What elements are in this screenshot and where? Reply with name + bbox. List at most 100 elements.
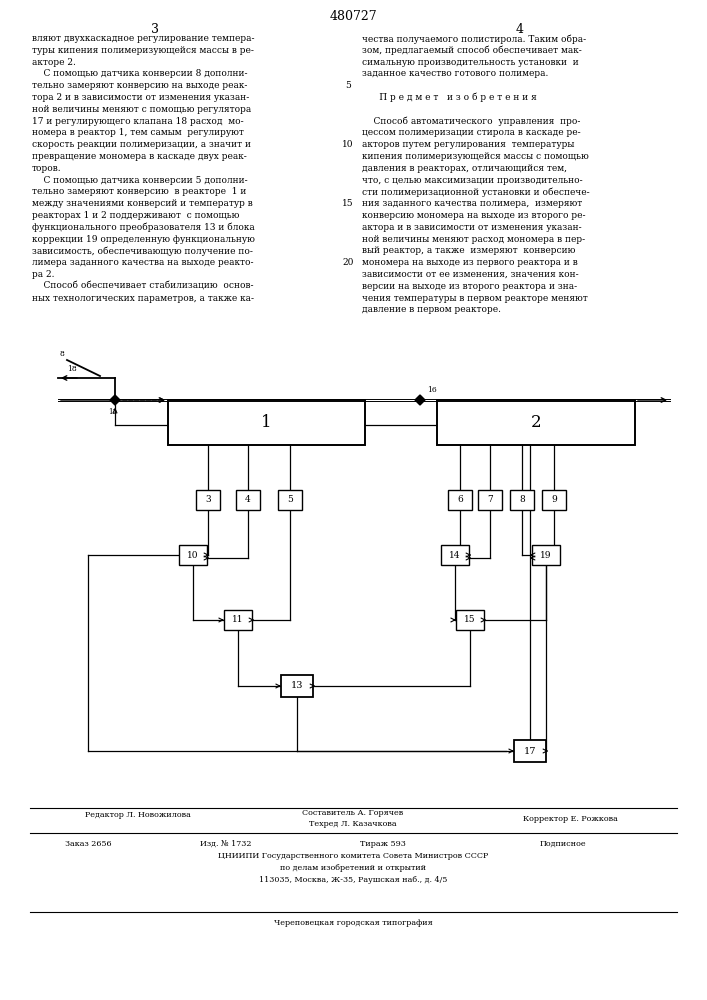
Bar — [281, 675, 313, 697]
Bar — [437, 400, 635, 445]
Text: что, с целью максимизации производительно-: что, с целью максимизации производительн… — [362, 176, 583, 185]
Text: туры кипения полимеризующейся массы в ре-: туры кипения полимеризующейся массы в ре… — [32, 46, 254, 55]
Text: вый реактор, а также  измеряют  конверсию: вый реактор, а также измеряют конверсию — [362, 246, 575, 255]
Text: 8: 8 — [59, 350, 64, 358]
Text: симальную производительность установки  и: симальную производительность установки и — [362, 58, 579, 67]
Text: Способ автоматического  управления  про-: Способ автоматического управления про- — [362, 117, 580, 126]
Text: 6: 6 — [457, 495, 463, 504]
Text: 2: 2 — [531, 414, 542, 431]
Text: ЦНИИПИ Государственного комитета Совета Министров СССР: ЦНИИПИ Государственного комитета Совета … — [218, 852, 488, 860]
Text: 19: 19 — [540, 550, 551, 560]
Text: ной величины меняют с помощью регулятора: ной величины меняют с помощью регулятора — [32, 105, 251, 114]
Text: акторе 2.: акторе 2. — [32, 58, 76, 67]
Text: 9: 9 — [551, 495, 557, 504]
Text: ной величины меняют расход мономера в пер-: ной величины меняют расход мономера в пе… — [362, 235, 585, 244]
Text: 10: 10 — [342, 140, 354, 149]
Text: 15: 15 — [464, 615, 476, 624]
Text: актора и в зависимости от изменения указан-: актора и в зависимости от изменения указ… — [362, 223, 582, 232]
Text: заданное качество готового полимера.: заданное качество готового полимера. — [362, 69, 549, 78]
Text: конверсию мономера на выходе из второго ре-: конверсию мономера на выходе из второго … — [362, 211, 585, 220]
Text: 4: 4 — [516, 23, 524, 36]
Polygon shape — [415, 395, 425, 405]
Text: тельно замеряют конверсию  в реакторе  1 и: тельно замеряют конверсию в реакторе 1 и — [32, 187, 246, 196]
Bar — [542, 490, 566, 510]
Text: Составитель А. Горячев: Составитель А. Горячев — [303, 809, 404, 817]
Text: торов.: торов. — [32, 164, 62, 173]
Text: цессом полимеризации стирола в каскаде ре-: цессом полимеризации стирола в каскаде р… — [362, 128, 580, 137]
Text: 3: 3 — [205, 495, 211, 504]
Text: скорость реакции полимеризации, а значит и: скорость реакции полимеризации, а значит… — [32, 140, 251, 149]
Text: Череповецкая городская типография: Череповецкая городская типография — [274, 919, 433, 927]
Text: 20: 20 — [342, 258, 354, 267]
Text: С помощью датчика конверсии 8 дополни-: С помощью датчика конверсии 8 дополни- — [32, 69, 247, 78]
Text: коррекции 19 определенную функциональную: коррекции 19 определенную функциональную — [32, 235, 255, 244]
Polygon shape — [110, 395, 120, 405]
Bar — [510, 490, 534, 510]
Text: акторов путем регулирования  температуры: акторов путем регулирования температуры — [362, 140, 574, 149]
Bar — [236, 490, 260, 510]
Text: ния заданного качества полимера,  измеряют: ния заданного качества полимера, измеряю… — [362, 199, 583, 208]
Text: 13: 13 — [291, 682, 303, 690]
Text: Заказ 2656: Заказ 2656 — [65, 840, 112, 848]
Bar — [532, 545, 560, 565]
Text: между значениями конверсий и температур в: между значениями конверсий и температур … — [32, 199, 252, 208]
Bar — [441, 545, 469, 565]
Text: кипения полимеризующейся массы с помощью: кипения полимеризующейся массы с помощью — [362, 152, 589, 161]
Text: зависимости от ее изменения, значения кон-: зависимости от ее изменения, значения ко… — [362, 270, 578, 279]
Text: вляют двухкаскадное регулирование темпера-: вляют двухкаскадное регулирование темпер… — [32, 34, 255, 43]
Text: функционального преобразователя 13 и блока: функционального преобразователя 13 и бло… — [32, 223, 255, 232]
Text: Способ обеспечивает стабилизацию  основ-: Способ обеспечивает стабилизацию основ- — [32, 282, 254, 291]
Text: давление в первом реакторе.: давление в первом реакторе. — [362, 305, 501, 314]
Bar — [448, 490, 472, 510]
Text: Подписное: Подписное — [540, 840, 587, 848]
Bar — [224, 610, 252, 630]
Text: П р е д м е т   и з о б р е т е н и я: П р е д м е т и з о б р е т е н и я — [362, 93, 537, 103]
Bar — [514, 740, 546, 762]
Bar — [278, 490, 302, 510]
Text: тора 2 и в зависимости от изменения указан-: тора 2 и в зависимости от изменения указ… — [32, 93, 250, 102]
Text: зависимость, обеспечивающую получение по-: зависимость, обеспечивающую получение по… — [32, 246, 253, 256]
Text: 11: 11 — [233, 615, 244, 624]
Text: превращение мономера в каскаде двух реак-: превращение мономера в каскаде двух реак… — [32, 152, 247, 161]
Text: Редактор Л. Новожилова: Редактор Л. Новожилова — [85, 811, 191, 819]
Text: Корректор Е. Рожкова: Корректор Е. Рожкова — [522, 815, 617, 823]
Text: номера в реактор 1, тем самым  регулируют: номера в реактор 1, тем самым регулируют — [32, 128, 244, 137]
Text: Тираж 593: Тираж 593 — [360, 840, 406, 848]
Text: 5: 5 — [345, 81, 351, 90]
Text: 14: 14 — [449, 550, 461, 560]
Text: Техред Л. Казачкова: Техред Л. Казачкова — [309, 820, 397, 828]
Text: 480727: 480727 — [329, 10, 377, 23]
Text: 4: 4 — [245, 495, 251, 504]
Text: 10: 10 — [187, 550, 199, 560]
Text: 17 и регулирующего клапана 18 расход  мо-: 17 и регулирующего клапана 18 расход мо- — [32, 117, 244, 126]
Bar — [196, 490, 220, 510]
Text: 17: 17 — [524, 746, 536, 756]
Text: давления в реакторах, отличающийся тем,: давления в реакторах, отличающийся тем, — [362, 164, 567, 173]
Text: реакторах 1 и 2 поддерживают  с помощью: реакторах 1 и 2 поддерживают с помощью — [32, 211, 240, 220]
Text: чества получаемого полистирола. Таким обра-: чества получаемого полистирола. Таким об… — [362, 34, 586, 43]
Text: версии на выходе из второго реактора и зна-: версии на выходе из второго реактора и з… — [362, 282, 577, 291]
Text: 16: 16 — [427, 386, 437, 394]
Text: 113035, Москва, Ж-35, Раушская наб., д. 4/5: 113035, Москва, Ж-35, Раушская наб., д. … — [259, 876, 448, 884]
Text: тельно замеряют конверсию на выходе реак-: тельно замеряют конверсию на выходе реак… — [32, 81, 247, 90]
Bar — [456, 610, 484, 630]
Text: 1: 1 — [261, 414, 271, 431]
Text: по делам изобретений и открытий: по делам изобретений и открытий — [280, 864, 426, 872]
Text: чения температуры в первом реакторе меняют: чения температуры в первом реакторе меня… — [362, 294, 588, 303]
Text: 8: 8 — [519, 495, 525, 504]
Text: сти полимеризационной установки и обеспече-: сти полимеризационной установки и обеспе… — [362, 187, 590, 197]
Text: зом, предлагаемый способ обеспечивает мак-: зом, предлагаемый способ обеспечивает ма… — [362, 46, 582, 55]
Text: Изд. № 1732: Изд. № 1732 — [200, 840, 252, 848]
Text: 12: 12 — [108, 408, 117, 416]
Text: 7: 7 — [487, 495, 493, 504]
Text: ра 2.: ра 2. — [32, 270, 54, 279]
Text: лимера заданного качества на выходе реакто-: лимера заданного качества на выходе реак… — [32, 258, 254, 267]
Bar — [179, 545, 207, 565]
Text: 3: 3 — [151, 23, 159, 36]
Text: 15: 15 — [342, 199, 354, 208]
Bar — [478, 490, 502, 510]
Text: мономера на выходе из первого реактора и в: мономера на выходе из первого реактора и… — [362, 258, 578, 267]
Bar — [168, 400, 365, 445]
Text: 18: 18 — [67, 365, 77, 373]
Text: 5: 5 — [287, 495, 293, 504]
